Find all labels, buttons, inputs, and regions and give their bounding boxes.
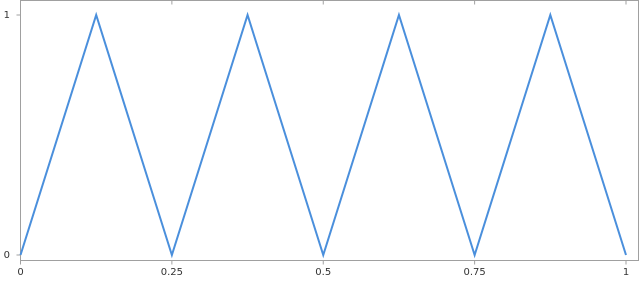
x-tick-label: 0.5 bbox=[315, 267, 331, 278]
x-tick-label: 0.75 bbox=[463, 267, 485, 278]
y-tick-label: 1 bbox=[4, 10, 10, 21]
data-line bbox=[19, 11, 627, 259]
x-tick-label: 0 bbox=[17, 267, 23, 278]
plot-frame bbox=[20, 0, 639, 261]
x-tick-label: 0.25 bbox=[161, 267, 183, 278]
x-tick-label: 1 bbox=[623, 267, 629, 278]
y-tick-label: 0 bbox=[4, 250, 10, 261]
